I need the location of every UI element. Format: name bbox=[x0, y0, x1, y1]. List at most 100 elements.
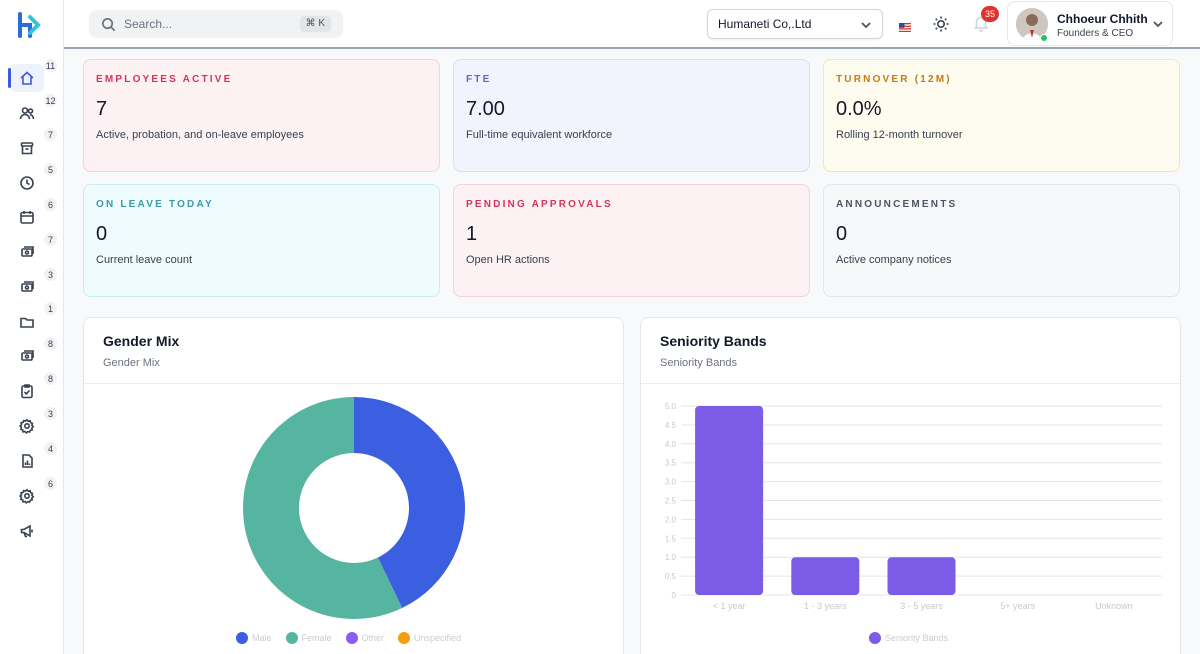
legend-item-male[interactable]: Male bbox=[236, 632, 272, 644]
user-name: Chhoeur Chhith bbox=[1057, 12, 1148, 26]
user-role: Founders & CEO bbox=[1057, 28, 1134, 39]
donut-slice-male[interactable] bbox=[354, 397, 466, 609]
report-icon bbox=[22, 454, 33, 468]
home-icon bbox=[20, 71, 34, 85]
sidebar-badge: 3 bbox=[44, 407, 57, 420]
cash-icon bbox=[21, 350, 34, 361]
sidebar-item-calendar[interactable] bbox=[10, 203, 44, 231]
online-status-indicator bbox=[1040, 34, 1048, 42]
legend-label: Seniority Bands bbox=[885, 633, 949, 643]
sidebar-badge: 5 bbox=[44, 163, 57, 176]
legend-item-unspecified[interactable]: Unspecified bbox=[398, 632, 461, 644]
sidebar-item-payroll[interactable] bbox=[10, 273, 44, 301]
sidebar-badge: 7 bbox=[44, 128, 57, 141]
sidebar-badge: 8 bbox=[44, 337, 57, 350]
logo-icon bbox=[18, 12, 41, 38]
sidebar-item-folder[interactable] bbox=[10, 308, 44, 336]
x-tick-label: < 1 year bbox=[713, 601, 746, 611]
search-input[interactable]: Search... ⌘ K bbox=[89, 10, 343, 38]
stat-label: FTE bbox=[466, 74, 492, 85]
sidebar-item-megaphone[interactable] bbox=[10, 517, 44, 545]
sidebar-item-home[interactable] bbox=[8, 64, 44, 92]
stat-value: 7.00 bbox=[466, 98, 505, 120]
legend-label: Female bbox=[301, 633, 332, 643]
stat-card-turnover: TURNOVER (12M) 0.0% Rolling 12-month tur… bbox=[823, 59, 1180, 172]
y-tick-label: 1.0 bbox=[665, 553, 677, 562]
stat-description: Active, probation, and on-leave employee… bbox=[96, 129, 304, 141]
y-tick-label: 2.0 bbox=[665, 515, 677, 524]
legend-label: Other bbox=[361, 633, 385, 643]
stat-description: Full-time equivalent workforce bbox=[466, 129, 613, 141]
folder-icon bbox=[20, 317, 34, 328]
sidebar-item-clock[interactable] bbox=[10, 169, 44, 197]
company-select[interactable]: Humaneti Co,.Ltd bbox=[707, 9, 883, 39]
legend-swatch bbox=[869, 632, 881, 644]
y-tick-label: 5.0 bbox=[665, 402, 677, 411]
search-icon bbox=[102, 17, 116, 31]
legend-swatch bbox=[236, 632, 248, 644]
stat-value: 0 bbox=[836, 223, 848, 245]
gender-mix-panel: Gender Mix Gender Mix Male Female Other Uns… bbox=[83, 317, 624, 654]
sidebar-item-gear[interactable] bbox=[10, 412, 44, 440]
gender-legend: Male Female Other Unspecified bbox=[236, 632, 461, 644]
y-tick-label: 3.5 bbox=[665, 459, 677, 468]
sidebar-item-users[interactable] bbox=[10, 99, 44, 127]
bar-1[interactable] bbox=[791, 557, 860, 595]
legend-swatch bbox=[345, 632, 358, 644]
bar-2[interactable] bbox=[887, 557, 956, 595]
sun-icon bbox=[933, 16, 949, 32]
sidebar-badge: 1 bbox=[44, 302, 57, 315]
payroll-icon bbox=[21, 281, 34, 292]
stat-description: Active company notices bbox=[836, 254, 952, 266]
seniority-bands-panel: Seniority Bands Seniority Bands 0 0.5 1.0 1… bbox=[640, 317, 1181, 654]
stat-label: EMPLOYEES ACTIVE bbox=[96, 74, 233, 85]
bar-0[interactable] bbox=[695, 406, 764, 595]
y-tick-label: 3.0 bbox=[665, 478, 677, 487]
donut-slice-female[interactable] bbox=[243, 397, 403, 619]
legend-label: Male bbox=[252, 633, 272, 643]
legend-swatch bbox=[398, 632, 411, 644]
gear-icon bbox=[19, 418, 35, 434]
x-tick-label: 3 - 5 years bbox=[900, 601, 943, 611]
language-flag-icon[interactable] bbox=[899, 19, 911, 32]
app-logo[interactable] bbox=[12, 8, 46, 42]
stat-description: Rolling 12-month turnover bbox=[836, 129, 963, 141]
sidebar-item-archive[interactable] bbox=[10, 134, 44, 162]
user-menu[interactable]: Chhoeur Chhith Founders & CEO bbox=[1007, 1, 1173, 46]
stat-label: TURNOVER (12M) bbox=[836, 74, 952, 85]
sidebar-item-cash[interactable] bbox=[10, 342, 44, 370]
theme-toggle-button[interactable] bbox=[932, 15, 950, 33]
legend-item-seniority-bands[interactable]: Seniority Bands bbox=[869, 632, 948, 644]
stat-description: Open HR actions bbox=[466, 254, 550, 266]
sidebar-badge: 6 bbox=[44, 198, 57, 211]
seniority-bar-chart: 0 0.5 1.0 1.5 2.0 2.5 3.0 3.5 4.0 4.5 5.0 < 1 year 1… bbox=[665, 402, 1162, 611]
archive-icon bbox=[20, 142, 34, 155]
money-icon bbox=[21, 246, 34, 257]
y-tick-label: 2.5 bbox=[665, 497, 677, 506]
stat-card-pending-approvals: PENDING APPROVALS 1 Open HR actions bbox=[453, 184, 810, 297]
panel-title: Gender Mix bbox=[103, 333, 180, 349]
chevron-down-icon bbox=[1153, 21, 1163, 28]
clipboard-check-icon bbox=[21, 384, 33, 399]
stat-value: 0.0% bbox=[836, 98, 882, 120]
divider bbox=[641, 383, 1180, 384]
sidebar-badge: 12 bbox=[44, 94, 57, 107]
calendar-icon bbox=[20, 211, 34, 224]
stat-value: 7 bbox=[96, 98, 108, 120]
legend-item-other[interactable]: Other bbox=[345, 632, 385, 644]
search-placeholder: Search... bbox=[124, 17, 173, 31]
seniority-legend: Seniority Bands bbox=[869, 632, 948, 644]
sidebar-item-clipboard-check[interactable] bbox=[10, 377, 44, 405]
sidebar-item-report[interactable] bbox=[10, 447, 44, 475]
stat-value: 0 bbox=[96, 223, 108, 245]
stat-card-on-leave-today: ON LEAVE TODAY 0 Current leave count bbox=[83, 184, 440, 297]
stat-card-fte: FTE 7.00 Full-time equivalent workforce bbox=[453, 59, 810, 172]
chevron-down-icon bbox=[861, 22, 871, 29]
megaphone-icon bbox=[20, 524, 33, 538]
legend-item-female[interactable]: Female bbox=[285, 632, 332, 644]
sidebar-item-settings[interactable] bbox=[10, 482, 44, 510]
top-bar: Search... ⌘ K Humaneti Co,.Ltd 35 bbox=[64, 0, 1200, 49]
sidebar-badge: 3 bbox=[44, 268, 57, 281]
sidebar-badge: 8 bbox=[44, 372, 57, 385]
sidebar-item-money[interactable] bbox=[10, 238, 44, 266]
